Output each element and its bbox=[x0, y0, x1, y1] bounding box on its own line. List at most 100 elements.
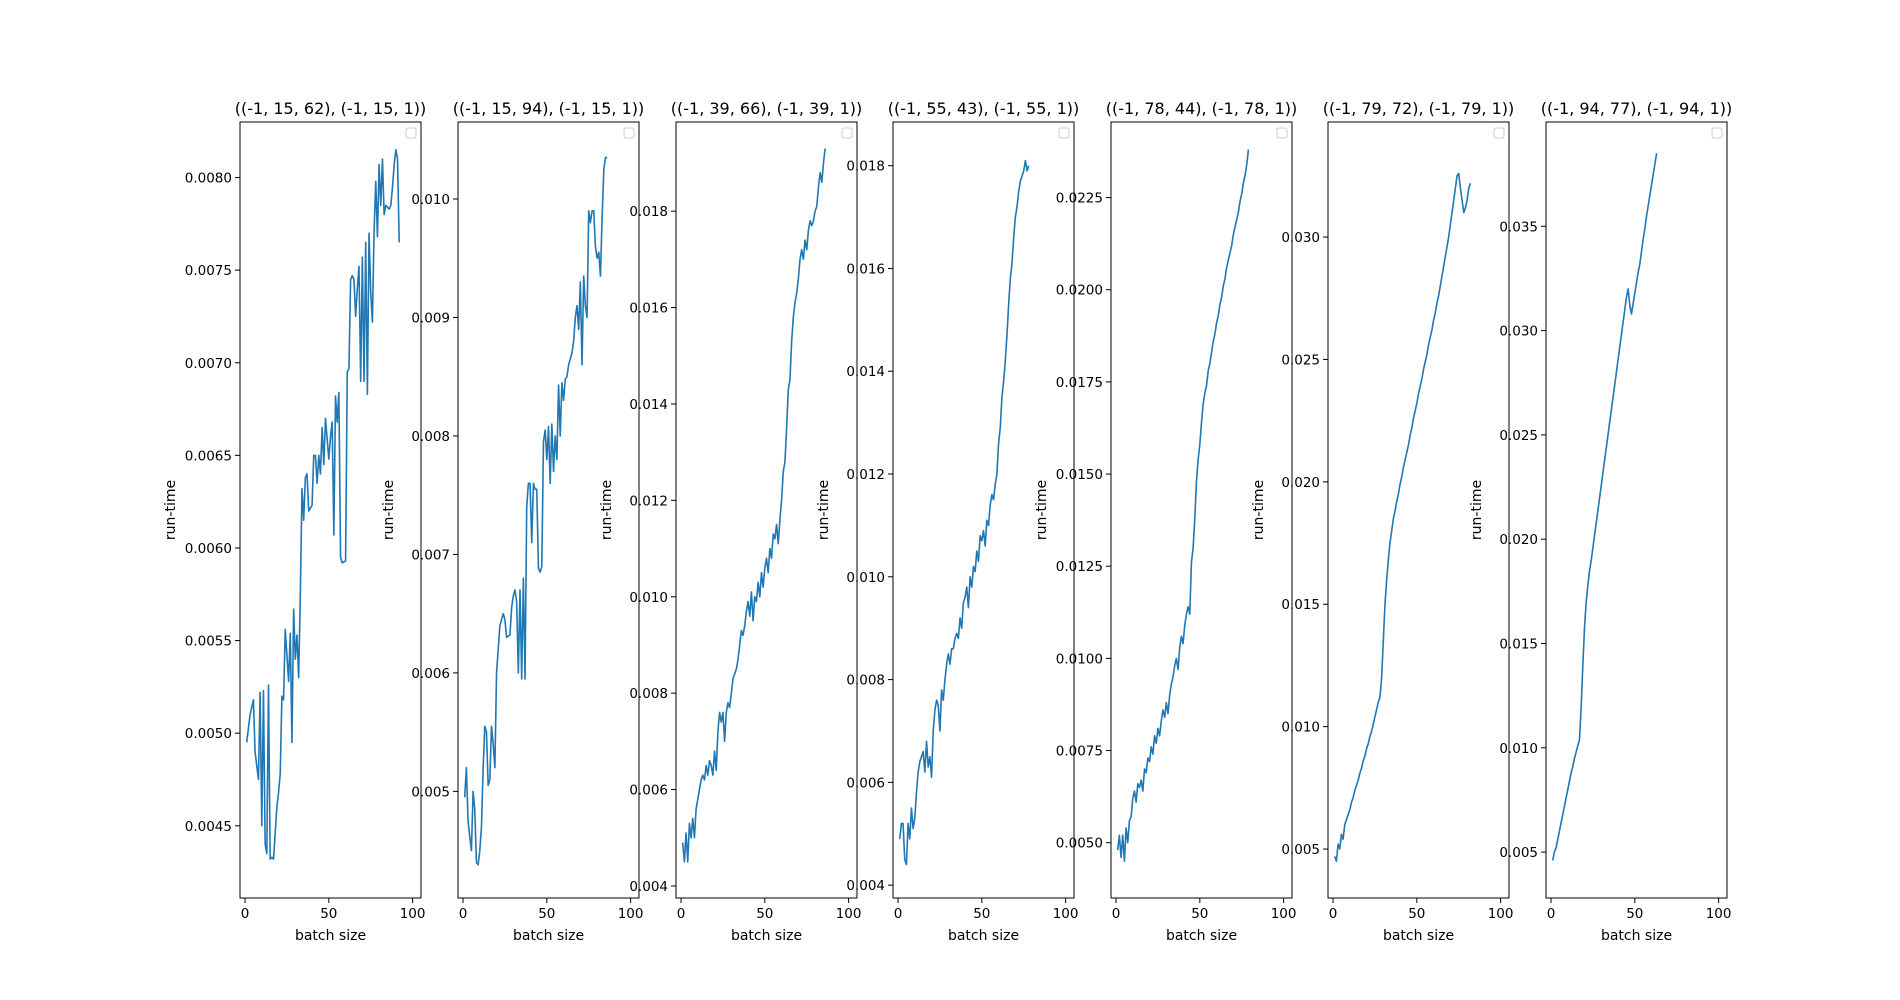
y-axis-label: run-time bbox=[381, 480, 397, 540]
x-tick-label: 50 bbox=[1408, 906, 1425, 922]
x-axis-label: batch size bbox=[1166, 928, 1237, 944]
x-tick-label: 50 bbox=[756, 906, 773, 922]
x-tick-label: 100 bbox=[1271, 906, 1297, 922]
x-axis-label: batch size bbox=[1383, 928, 1454, 944]
y-tick-label: 0.0125 bbox=[1056, 559, 1103, 575]
subplot-6: 0 50 100 0.005 0.010 0.015 0.020 0.025 0.030 ((-1… bbox=[1251, 99, 1514, 944]
y-axis-label: run-time bbox=[816, 480, 832, 540]
x-tick-label: 50 bbox=[538, 906, 555, 922]
legend-box bbox=[1711, 127, 1723, 139]
y-axis-label: run-time bbox=[1251, 480, 1267, 540]
y-tick-label: 0.0225 bbox=[1056, 191, 1103, 207]
x-tick-label: 100 bbox=[618, 906, 644, 922]
y-tick-label: 0.016 bbox=[629, 301, 668, 317]
plot-frame bbox=[675, 121, 858, 899]
subplot-title: ((-1, 15, 62), (-1, 15, 1)) bbox=[235, 99, 426, 118]
data-line bbox=[1116, 149, 1250, 862]
y-tick-label: 0.007 bbox=[411, 547, 450, 563]
y-tick-label: 0.010 bbox=[1499, 741, 1538, 757]
y-tick-label: 0.0200 bbox=[1056, 283, 1103, 299]
y-tick-label: 0.008 bbox=[846, 673, 885, 689]
y-tick-label: 0.0075 bbox=[185, 263, 232, 279]
x-tick-label: 100 bbox=[400, 906, 426, 922]
plot-frame bbox=[1110, 121, 1293, 899]
x-tick-label: 0 bbox=[241, 906, 250, 922]
x-tick-label: 100 bbox=[1053, 906, 1079, 922]
y-tick-label: 0.008 bbox=[411, 429, 450, 445]
y-tick-label: 0.005 bbox=[1499, 845, 1538, 861]
y-tick-label: 0.005 bbox=[411, 784, 450, 800]
subplot-3: 0 50 100 0.004 0.006 0.008 0.010 0.012 0.014 0.01… bbox=[599, 99, 862, 944]
x-tick-label: 50 bbox=[1626, 906, 1643, 922]
plot-frame bbox=[1327, 121, 1510, 899]
subplot-title: ((-1, 78, 44), (-1, 78, 1)) bbox=[1106, 99, 1297, 118]
y-tick-label: 0.025 bbox=[1499, 428, 1538, 444]
y-tick-label: 0.016 bbox=[846, 261, 885, 277]
x-tick-label: 50 bbox=[1191, 906, 1208, 922]
y-tick-label: 0.010 bbox=[1281, 720, 1320, 736]
legend-box bbox=[1058, 127, 1070, 139]
y-axis-label: run-time bbox=[599, 480, 615, 540]
y-tick-label: 0.0050 bbox=[185, 726, 232, 742]
y-tick-label: 0.025 bbox=[1281, 352, 1320, 368]
subplot-7: 0 50 100 0.005 0.010 0.015 0.020 0.025 0.030 0.03… bbox=[1469, 99, 1732, 944]
data-line bbox=[463, 156, 608, 866]
y-tick-label: 0.0100 bbox=[1056, 651, 1103, 667]
x-tick-label: 0 bbox=[894, 906, 903, 922]
y-tick-label: 0.030 bbox=[1499, 324, 1538, 340]
y-tick-label: 0.020 bbox=[1281, 475, 1320, 491]
data-line bbox=[1551, 153, 1658, 861]
subplot-title: ((-1, 55, 43), (-1, 55, 1)) bbox=[888, 99, 1079, 118]
y-tick-label: 0.010 bbox=[411, 192, 450, 208]
subplot-1: 0 50 100 0.0045 0.0050 0.0055 0.0060 0.0065 0.00… bbox=[163, 99, 426, 944]
legend-box bbox=[1276, 127, 1288, 139]
y-tick-label: 0.006 bbox=[411, 666, 450, 682]
y-axis-label: run-time bbox=[1034, 480, 1050, 540]
y-tick-label: 0.012 bbox=[629, 493, 668, 509]
y-tick-label: 0.0175 bbox=[1056, 375, 1103, 391]
y-tick-label: 0.008 bbox=[629, 686, 668, 702]
y-tick-label: 0.014 bbox=[629, 397, 668, 413]
plot-frame bbox=[892, 121, 1075, 899]
data-line bbox=[898, 159, 1030, 866]
y-tick-label: 0.004 bbox=[846, 878, 885, 894]
y-tick-label: 0.006 bbox=[846, 775, 885, 791]
x-tick-label: 0 bbox=[1329, 906, 1338, 922]
y-tick-label: 0.018 bbox=[846, 159, 885, 175]
x-tick-label: 0 bbox=[677, 906, 686, 922]
y-tick-label: 0.014 bbox=[846, 364, 885, 380]
y-tick-label: 0.010 bbox=[629, 590, 668, 606]
y-tick-label: 0.0055 bbox=[185, 634, 232, 650]
y-tick-label: 0.015 bbox=[1281, 597, 1320, 613]
subplot-5: 0 50 100 0.0050 0.0075 0.0100 0.0125 0.0150 0.01… bbox=[1034, 99, 1297, 944]
subplot-title: ((-1, 39, 66), (-1, 39, 1)) bbox=[671, 99, 862, 118]
y-tick-label: 0.004 bbox=[629, 879, 668, 895]
subplot-title: ((-1, 79, 72), (-1, 79, 1)) bbox=[1323, 99, 1514, 118]
legend-box bbox=[405, 127, 417, 139]
y-tick-label: 0.009 bbox=[411, 310, 450, 326]
y-tick-label: 0.0075 bbox=[1056, 744, 1103, 760]
plot-frame bbox=[457, 121, 640, 899]
plot-frame bbox=[239, 121, 422, 899]
legend-box bbox=[1493, 127, 1505, 139]
x-tick-label: 100 bbox=[1488, 906, 1514, 922]
data-line bbox=[1333, 172, 1472, 863]
legend-box bbox=[841, 127, 853, 139]
x-axis-label: batch size bbox=[1601, 928, 1672, 944]
subplot-title: ((-1, 94, 77), (-1, 94, 1)) bbox=[1541, 99, 1732, 118]
y-tick-label: 0.0065 bbox=[185, 448, 232, 464]
y-tick-label: 0.035 bbox=[1499, 219, 1538, 235]
y-tick-label: 0.0150 bbox=[1056, 467, 1103, 483]
y-tick-label: 0.0045 bbox=[185, 819, 232, 835]
x-tick-label: 100 bbox=[836, 906, 862, 922]
plot-frame bbox=[1545, 121, 1728, 899]
y-tick-label: 0.018 bbox=[629, 204, 668, 220]
x-tick-label: 0 bbox=[1547, 906, 1556, 922]
x-tick-label: 100 bbox=[1706, 906, 1732, 922]
y-tick-label: 0.005 bbox=[1281, 842, 1320, 858]
legend-box bbox=[623, 127, 635, 139]
y-tick-label: 0.030 bbox=[1281, 230, 1320, 246]
y-axis-label: run-time bbox=[163, 480, 179, 540]
data-line bbox=[245, 148, 401, 860]
x-axis-label: batch size bbox=[731, 928, 802, 944]
